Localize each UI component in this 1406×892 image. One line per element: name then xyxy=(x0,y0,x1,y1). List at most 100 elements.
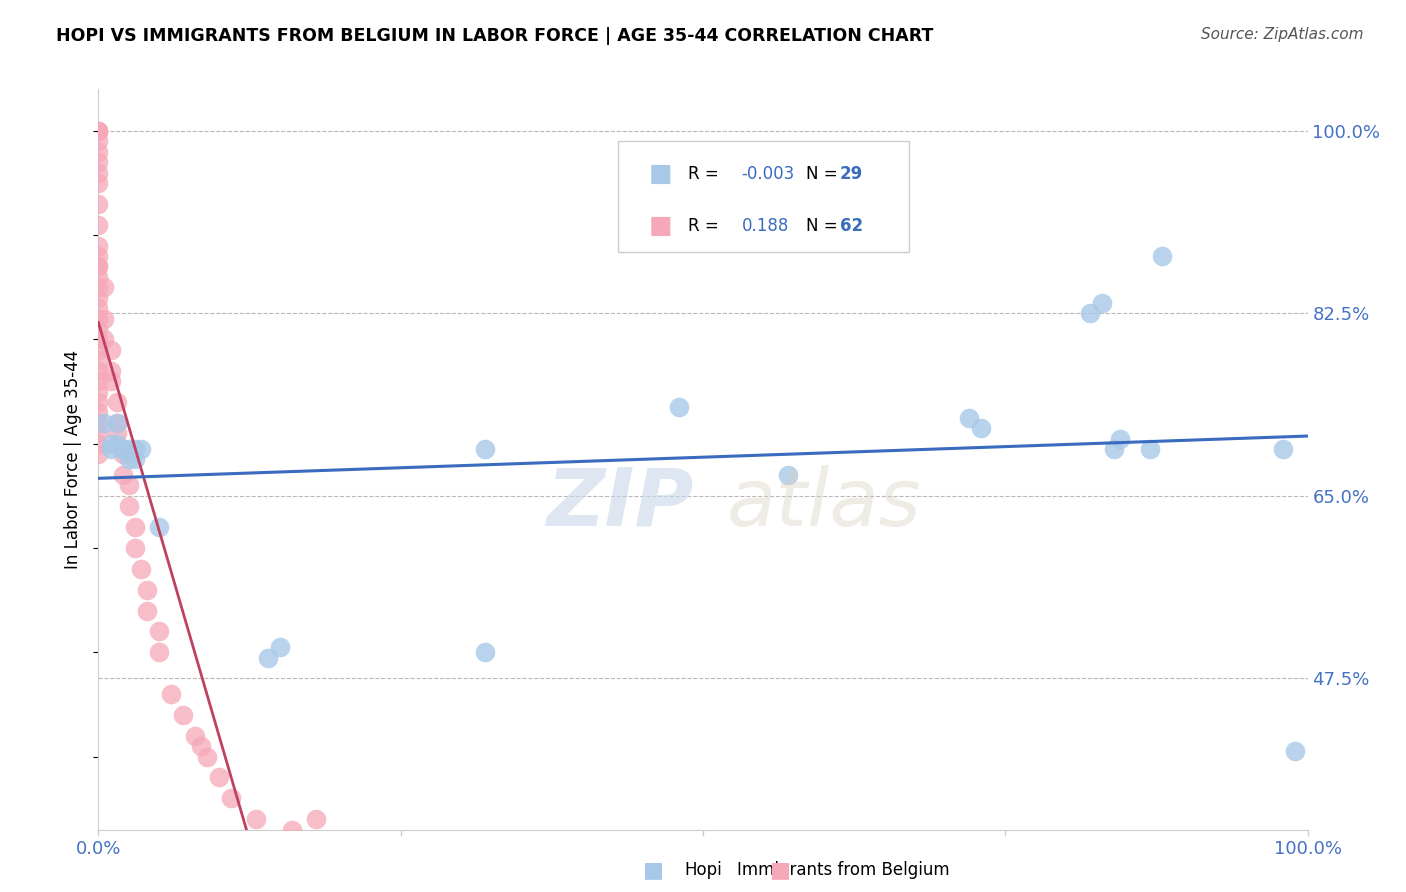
Point xyxy=(124,520,146,534)
Point xyxy=(957,410,980,425)
Point xyxy=(105,395,128,409)
Point xyxy=(87,260,110,274)
Point xyxy=(148,624,170,639)
Point xyxy=(190,739,212,753)
Point xyxy=(195,749,218,764)
Point xyxy=(124,541,146,555)
Point xyxy=(100,364,122,378)
Point xyxy=(124,442,146,456)
Text: ■: ■ xyxy=(648,162,672,186)
Point xyxy=(87,436,110,450)
Point xyxy=(87,145,110,159)
Point xyxy=(118,442,141,456)
Point xyxy=(93,311,115,326)
Text: HOPI VS IMMIGRANTS FROM BELGIUM IN LABOR FORCE | AGE 35-44 CORRELATION CHART: HOPI VS IMMIGRANTS FROM BELGIUM IN LABOR… xyxy=(56,27,934,45)
Point xyxy=(124,452,146,467)
Y-axis label: In Labor Force | Age 35-44: In Labor Force | Age 35-44 xyxy=(65,350,83,569)
Point xyxy=(87,374,110,388)
Point xyxy=(970,421,993,435)
Point xyxy=(87,395,110,409)
Point xyxy=(87,353,110,368)
Point xyxy=(87,426,110,441)
Point xyxy=(93,280,115,294)
Point xyxy=(87,384,110,399)
Point xyxy=(1102,442,1125,456)
Point xyxy=(474,645,496,659)
Point xyxy=(1091,296,1114,310)
Point xyxy=(474,442,496,456)
Point xyxy=(105,416,128,430)
FancyBboxPatch shape xyxy=(619,141,908,252)
Point xyxy=(87,269,110,284)
Point xyxy=(256,650,278,665)
Point xyxy=(87,155,110,169)
Point xyxy=(105,436,128,450)
Point xyxy=(100,436,122,450)
Text: 62: 62 xyxy=(839,217,863,235)
Point xyxy=(87,280,110,294)
Point xyxy=(118,500,141,514)
Point xyxy=(87,249,110,263)
Point xyxy=(208,771,231,785)
Point xyxy=(87,343,110,357)
Point xyxy=(148,520,170,534)
Point xyxy=(776,468,799,483)
Point xyxy=(135,582,157,597)
Point xyxy=(184,729,207,743)
Text: -0.003: -0.003 xyxy=(742,165,794,184)
Point xyxy=(129,442,152,456)
Point xyxy=(129,562,152,576)
Text: Hopi: Hopi xyxy=(685,861,721,879)
Point xyxy=(245,812,267,826)
Point xyxy=(1284,744,1306,758)
Point xyxy=(111,447,134,461)
Point xyxy=(221,791,243,805)
Point xyxy=(87,447,110,461)
Point xyxy=(105,416,128,430)
Point xyxy=(87,238,110,252)
Point xyxy=(118,478,141,492)
Point xyxy=(93,333,115,347)
Point xyxy=(87,176,110,190)
Point xyxy=(1139,442,1161,456)
Point xyxy=(105,426,128,441)
Point xyxy=(1078,306,1101,320)
Point xyxy=(100,343,122,357)
Point xyxy=(135,604,157,618)
Point xyxy=(87,124,110,138)
Text: ■: ■ xyxy=(648,214,672,238)
Point xyxy=(87,322,110,336)
Point xyxy=(111,468,134,483)
Point xyxy=(87,124,110,138)
Text: N =: N = xyxy=(806,165,842,184)
Point xyxy=(87,416,110,430)
Point xyxy=(148,645,170,659)
Text: atlas: atlas xyxy=(727,465,922,543)
Point xyxy=(281,822,304,837)
Point xyxy=(1109,432,1132,446)
Point xyxy=(87,311,110,326)
Point xyxy=(87,218,110,232)
Text: Immigrants from Belgium: Immigrants from Belgium xyxy=(737,861,950,879)
Text: ■: ■ xyxy=(770,860,790,880)
Point xyxy=(87,291,110,305)
Point xyxy=(93,416,115,430)
Text: 29: 29 xyxy=(839,165,863,184)
Point xyxy=(87,405,110,419)
Point xyxy=(87,166,110,180)
Text: R =: R = xyxy=(689,165,724,184)
Text: ■: ■ xyxy=(644,860,664,880)
Point xyxy=(118,452,141,467)
Point xyxy=(111,442,134,456)
Text: R =: R = xyxy=(689,217,724,235)
Text: ZIP: ZIP xyxy=(546,465,693,543)
Point xyxy=(87,333,110,347)
Point xyxy=(1272,442,1295,456)
Text: N =: N = xyxy=(806,217,842,235)
Point xyxy=(87,301,110,315)
Text: Source: ZipAtlas.com: Source: ZipAtlas.com xyxy=(1201,27,1364,42)
Point xyxy=(87,260,110,274)
Point xyxy=(100,442,122,456)
Point xyxy=(87,364,110,378)
Point xyxy=(305,812,328,826)
